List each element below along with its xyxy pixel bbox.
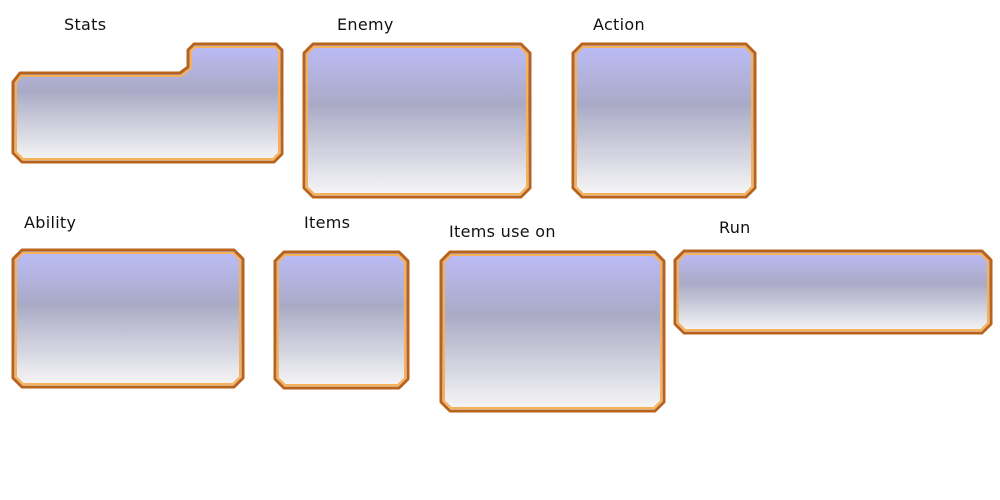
ability-panel [11, 248, 245, 389]
action-label: Action [593, 15, 645, 34]
stats-panel [11, 42, 284, 164]
stats-label: Stats [64, 15, 107, 34]
enemy-label: Enemy [337, 15, 394, 34]
run-label: Run [719, 218, 751, 237]
run-panel [673, 249, 993, 335]
items-use-on-panel [439, 250, 666, 413]
enemy-panel [302, 42, 532, 199]
ability-label: Ability [24, 213, 77, 232]
items-use-on-label: Items use on [449, 222, 556, 241]
action-panel [571, 42, 757, 199]
items-label: Items [304, 213, 351, 232]
items-panel [273, 250, 410, 390]
